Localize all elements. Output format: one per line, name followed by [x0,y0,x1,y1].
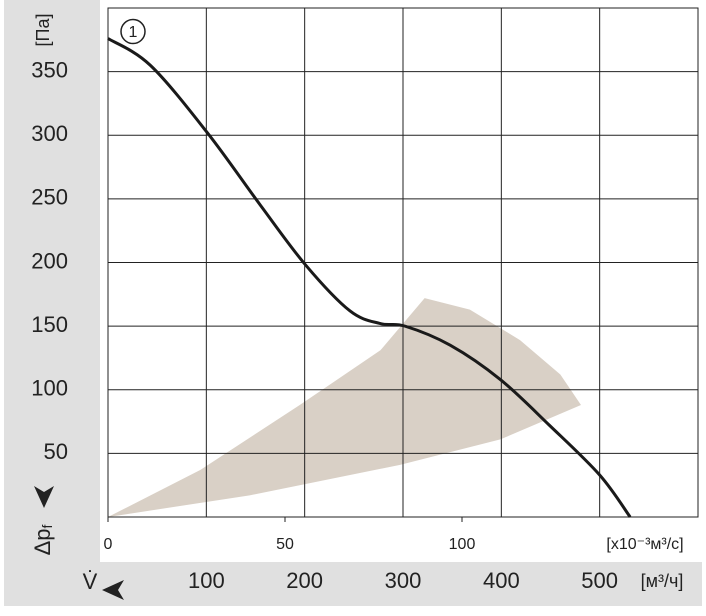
x2-unit: [x10⁻³м³/с] [606,536,683,553]
y-unit: [Па] [33,14,53,47]
x-tick-label: 200 [286,568,323,593]
x-arrow [102,580,124,600]
y-tick-label: 100 [31,376,68,401]
y-label: Δpf [30,524,55,555]
x-label: V̇ [83,569,98,594]
x-tick-label: 400 [483,568,520,593]
curve-label: 1 [129,24,138,41]
x2-tick-label: 100 [449,536,476,553]
x2-tick-label: 50 [276,536,294,553]
x-tick-label: 100 [188,568,225,593]
y-tick-label: 50 [44,439,68,464]
y-tick-label: 350 [31,57,68,82]
x-tick-label: 300 [385,568,422,593]
y-tick-label: 150 [31,312,68,337]
y-arrow [34,486,54,508]
y-axis-band [4,0,100,606]
curve-label-circle [120,18,146,45]
x-tick-label: 500 [581,568,618,593]
x-unit: [м³/ч] [641,571,684,591]
x2-tick-label: 0 [104,536,113,553]
y-label-sub: f [39,524,55,528]
fan-curve [107,37,632,518]
y-label-main: Δp [30,528,55,555]
y-tick-label: 300 [31,121,68,146]
operating-area [108,298,581,517]
y-tick-label: 250 [31,185,68,210]
y-tick-label: 200 [31,248,68,273]
